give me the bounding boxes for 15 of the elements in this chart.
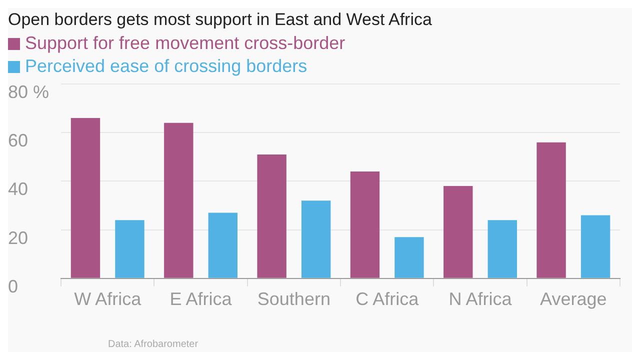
y-tick-label: 80 % (8, 82, 50, 102)
x-tick-label: W Africa (74, 289, 142, 310)
x-tick-label: C Africa (356, 289, 420, 310)
y-tick-label: 20 (8, 228, 28, 248)
legend-label: Perceived ease of crossing borders (25, 55, 308, 78)
x-tick-label: Southern (257, 289, 330, 310)
x-tick-label: N Africa (448, 289, 513, 310)
legend-label: Support for free movement cross-border (25, 32, 346, 55)
chart-title: Open borders gets most support in East and West Africa (8, 9, 433, 30)
text: Data: Afrobarometer (108, 339, 198, 350)
x-tick-label: E Africa (170, 289, 233, 310)
x-tick-label: Average (540, 289, 607, 310)
y-tick-label: 40 (8, 179, 28, 200)
y-tick-label: 60 (8, 130, 28, 151)
y-tick-label: 0 (8, 276, 18, 296)
